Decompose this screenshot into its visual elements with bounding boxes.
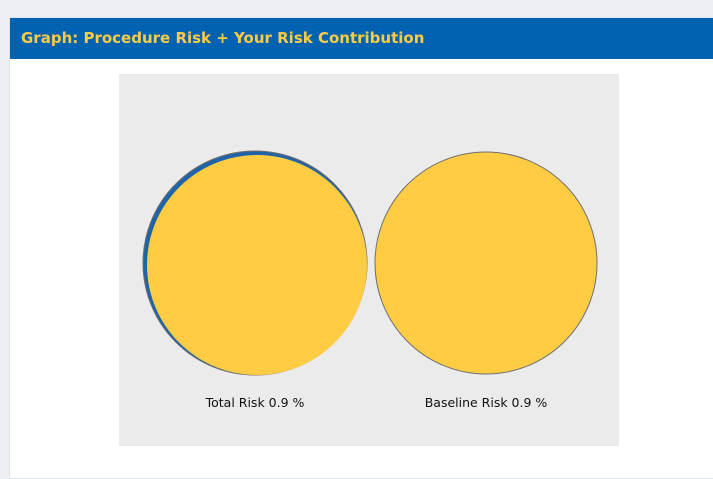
baseline-risk-circle (374, 151, 598, 375)
risk-graph-svg (142, 150, 598, 376)
total-risk-label: Total Risk 0.9 % (205, 395, 305, 410)
risk-graph: Total Risk 0.9 % Baseline Risk 0.9 % (119, 74, 619, 446)
panel-header: Graph: Procedure Risk + Your Risk Contri… (10, 18, 713, 59)
risk-graph-panel: Graph: Procedure Risk + Your Risk Contri… (9, 17, 713, 479)
panel-title: Graph: Procedure Risk + Your Risk Contri… (21, 29, 425, 47)
total-risk-circle (147, 155, 367, 375)
baseline-risk-label: Baseline Risk 0.9 % (424, 395, 548, 410)
